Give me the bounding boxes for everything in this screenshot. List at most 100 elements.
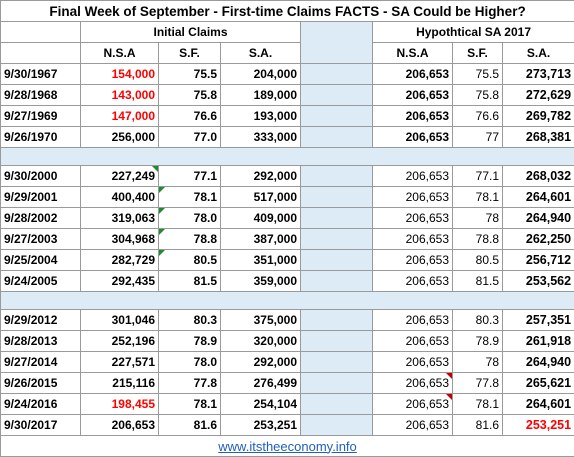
nsa-cell: 282,729 <box>81 250 159 271</box>
gap-fill <box>1 148 574 166</box>
hyp-nsa-cell: 206,653 <box>373 187 453 208</box>
spreadsheet: Final Week of September - First-time Cla… <box>0 0 574 444</box>
hyp-sf-cell: 81.6 <box>453 415 503 436</box>
hyp-sa-cell: 269,782 <box>503 106 574 127</box>
divider-cell <box>301 271 373 292</box>
hyp-nsa-cell: 206,653 <box>373 250 453 271</box>
hyp-sf-cell: 78.1 <box>453 187 503 208</box>
sa-cell: 517,000 <box>221 187 301 208</box>
row-date: 9/27/2014 <box>1 352 81 373</box>
hyp-sf-cell: 81.5 <box>453 271 503 292</box>
table-row: 9/27/2014 227,571 78.0 292,000 206,653 7… <box>1 352 574 373</box>
hyp-sf-cell: 77.1 <box>453 166 503 187</box>
row-date: 9/28/2002 <box>1 208 81 229</box>
table-row: 9/28/1968 143,000 75.8 189,000 206,653 7… <box>1 85 574 106</box>
hyp-sf-cell: 77.8 <box>453 373 503 394</box>
table-row: 9/30/2017 206,653 81.6 253,251 206,653 8… <box>1 415 574 436</box>
nsa-cell: 227,249 <box>81 166 159 187</box>
row-date: 9/28/2013 <box>1 331 81 352</box>
table-row: 9/25/2004 282,729 80.5 351,000 206,653 8… <box>1 250 574 271</box>
nsa-cell: 256,000 <box>81 127 159 148</box>
table-row: 9/28/2002 319,063 78.0 409,000 206,653 7… <box>1 208 574 229</box>
hyp-nsa-cell: 206,653 <box>373 310 453 331</box>
row-date: 9/25/2004 <box>1 250 81 271</box>
source-link[interactable]: www.itstheeconomy.info <box>218 439 357 454</box>
group-initial-claims: Initial Claims <box>81 22 301 43</box>
sf-cell: 78.0 <box>159 352 221 373</box>
sa-cell: 320,000 <box>221 331 301 352</box>
nsa-cell: 206,653 <box>81 415 159 436</box>
hyp-sa-cell: 253,251 <box>503 415 574 436</box>
sf-cell: 75.5 <box>159 64 221 85</box>
divider-cell <box>301 208 373 229</box>
sf-cell: 80.5 <box>159 250 221 271</box>
nsa-cell: 154,000 <box>81 64 159 85</box>
sf-cell: 78.9 <box>159 331 221 352</box>
group-hypothetical-sa: Hypothtical SA 2017 <box>373 22 574 43</box>
row-date: 9/29/2001 <box>1 187 81 208</box>
sf-cell: 78.8 <box>159 229 221 250</box>
hyp-sa-cell: 272,629 <box>503 85 574 106</box>
hyp-sf-cell: 75.5 <box>453 64 503 85</box>
hyp-nsa-cell: 206,653 <box>373 127 453 148</box>
sf-cell: 75.8 <box>159 85 221 106</box>
footer-row: www.itstheeconomy.info <box>1 436 574 457</box>
row-date: 9/30/2017 <box>1 415 81 436</box>
sf-cell: 78.1 <box>159 394 221 415</box>
hyp-sa-cell: 265,621 <box>503 373 574 394</box>
hyp-nsa-cell: 206,653 <box>373 394 453 415</box>
hyp-nsa-cell: 206,653 <box>373 373 453 394</box>
hyp-sa-cell: 256,712 <box>503 250 574 271</box>
hyp-nsa-cell: 206,653 <box>373 331 453 352</box>
row-date: 9/29/2012 <box>1 310 81 331</box>
sf-cell: 78.1 <box>159 187 221 208</box>
sa-cell: 375,000 <box>221 310 301 331</box>
row-date: 9/24/2016 <box>1 394 81 415</box>
table-row: 9/27/1969 147,000 76.6 193,000 206,653 7… <box>1 106 574 127</box>
hyp-sa-cell: 268,381 <box>503 127 574 148</box>
sf-cell: 77.8 <box>159 373 221 394</box>
row-date: 9/30/1967 <box>1 64 81 85</box>
hyp-sf-cell: 78.9 <box>453 331 503 352</box>
divider-cell <box>301 85 373 106</box>
nsa-cell: 304,968 <box>81 229 159 250</box>
hyp-sf-cell: 76.6 <box>453 106 503 127</box>
hyp-sf-cell: 80.5 <box>453 250 503 271</box>
table-row: 9/28/2013 252,196 78.9 320,000 206,653 7… <box>1 331 574 352</box>
row-date: 9/27/2003 <box>1 229 81 250</box>
col-sf: S.F. <box>159 43 221 64</box>
row-date: 9/26/2015 <box>1 373 81 394</box>
table-row: 9/30/1967 154,000 75.5 204,000 206,653 7… <box>1 64 574 85</box>
table-row: 9/29/2012 301,046 80.3 375,000 206,653 8… <box>1 310 574 331</box>
header-blank-2 <box>1 43 81 64</box>
sa-cell: 351,000 <box>221 250 301 271</box>
section-gap <box>1 292 574 310</box>
divider-cell <box>301 331 373 352</box>
gap-fill <box>1 292 574 310</box>
divider-cell <box>301 310 373 331</box>
hyp-sa-cell: 264,601 <box>503 394 574 415</box>
sa-cell: 409,000 <box>221 208 301 229</box>
divider-cell <box>301 394 373 415</box>
sa-cell: 333,000 <box>221 127 301 148</box>
hyp-sf-cell: 78.8 <box>453 229 503 250</box>
divider-column-header <box>301 22 373 64</box>
sf-cell: 81.6 <box>159 415 221 436</box>
col-sa: S.A. <box>221 43 301 64</box>
row-date: 9/30/2000 <box>1 166 81 187</box>
hyp-sa-cell: 253,562 <box>503 271 574 292</box>
col-hyp-sf: S.F. <box>453 43 503 64</box>
nsa-cell: 147,000 <box>81 106 159 127</box>
sf-cell: 77.1 <box>159 166 221 187</box>
hyp-sa-cell: 264,940 <box>503 208 574 229</box>
sf-cell: 77.0 <box>159 127 221 148</box>
sa-cell: 204,000 <box>221 64 301 85</box>
nsa-cell: 252,196 <box>81 331 159 352</box>
row-date: 9/28/1968 <box>1 85 81 106</box>
hyp-sf-cell: 78.1 <box>453 394 503 415</box>
hyp-nsa-cell: 206,653 <box>373 229 453 250</box>
divider-cell <box>301 166 373 187</box>
sa-cell: 387,000 <box>221 229 301 250</box>
col-nsa: N.S.A <box>81 43 159 64</box>
